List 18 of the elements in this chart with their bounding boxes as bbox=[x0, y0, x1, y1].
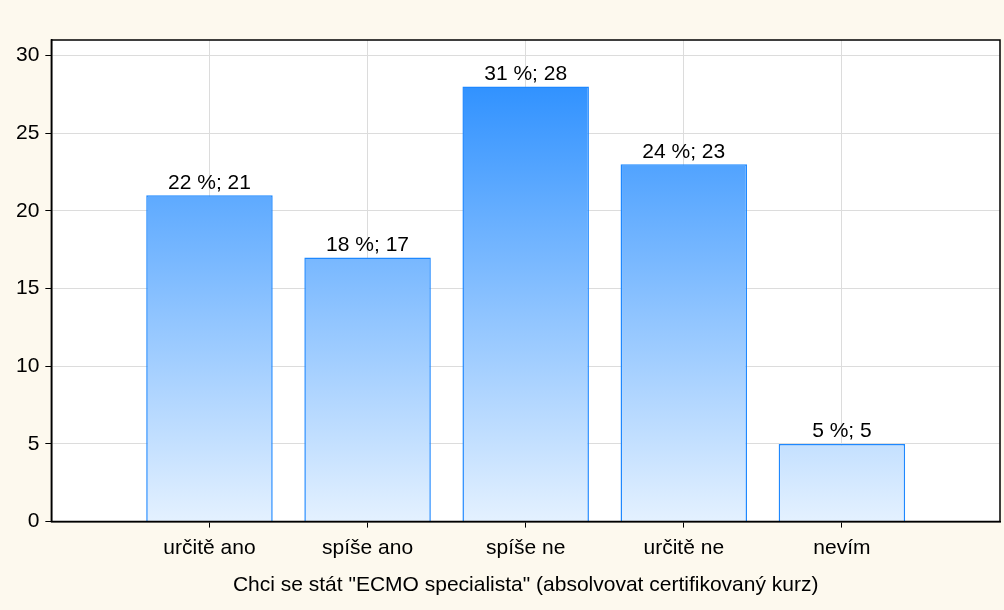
y-tick-label: 10 bbox=[16, 353, 40, 377]
x-tick-label: spíše ne bbox=[485, 535, 566, 558]
y-tick-label: 0 bbox=[27, 508, 40, 532]
x-axis-title: Chci se stát "ECMO specialista" (absolvovat certifikovaný kurz) bbox=[232, 572, 819, 596]
x-tick-label: určitě ano bbox=[163, 535, 256, 558]
data-label: 5 %; 5 bbox=[812, 418, 872, 442]
y-tick-label: 30 bbox=[16, 42, 40, 66]
data-label: 18 %; 17 bbox=[326, 231, 410, 255]
x-tick-label: nevím bbox=[813, 535, 871, 558]
x-tick-label: určitě ne bbox=[643, 535, 725, 558]
x-tick-label: spíše ano bbox=[322, 535, 414, 558]
data-label: 31 %; 28 bbox=[484, 60, 568, 84]
y-tick-label: 25 bbox=[16, 120, 40, 144]
data-label: 24 %; 23 bbox=[642, 138, 726, 162]
y-tick-label: 20 bbox=[16, 197, 40, 221]
data-label: 22 %; 21 bbox=[168, 169, 251, 193]
y-tick-label: 15 bbox=[16, 275, 40, 299]
y-tick-label: 5 bbox=[27, 430, 40, 454]
